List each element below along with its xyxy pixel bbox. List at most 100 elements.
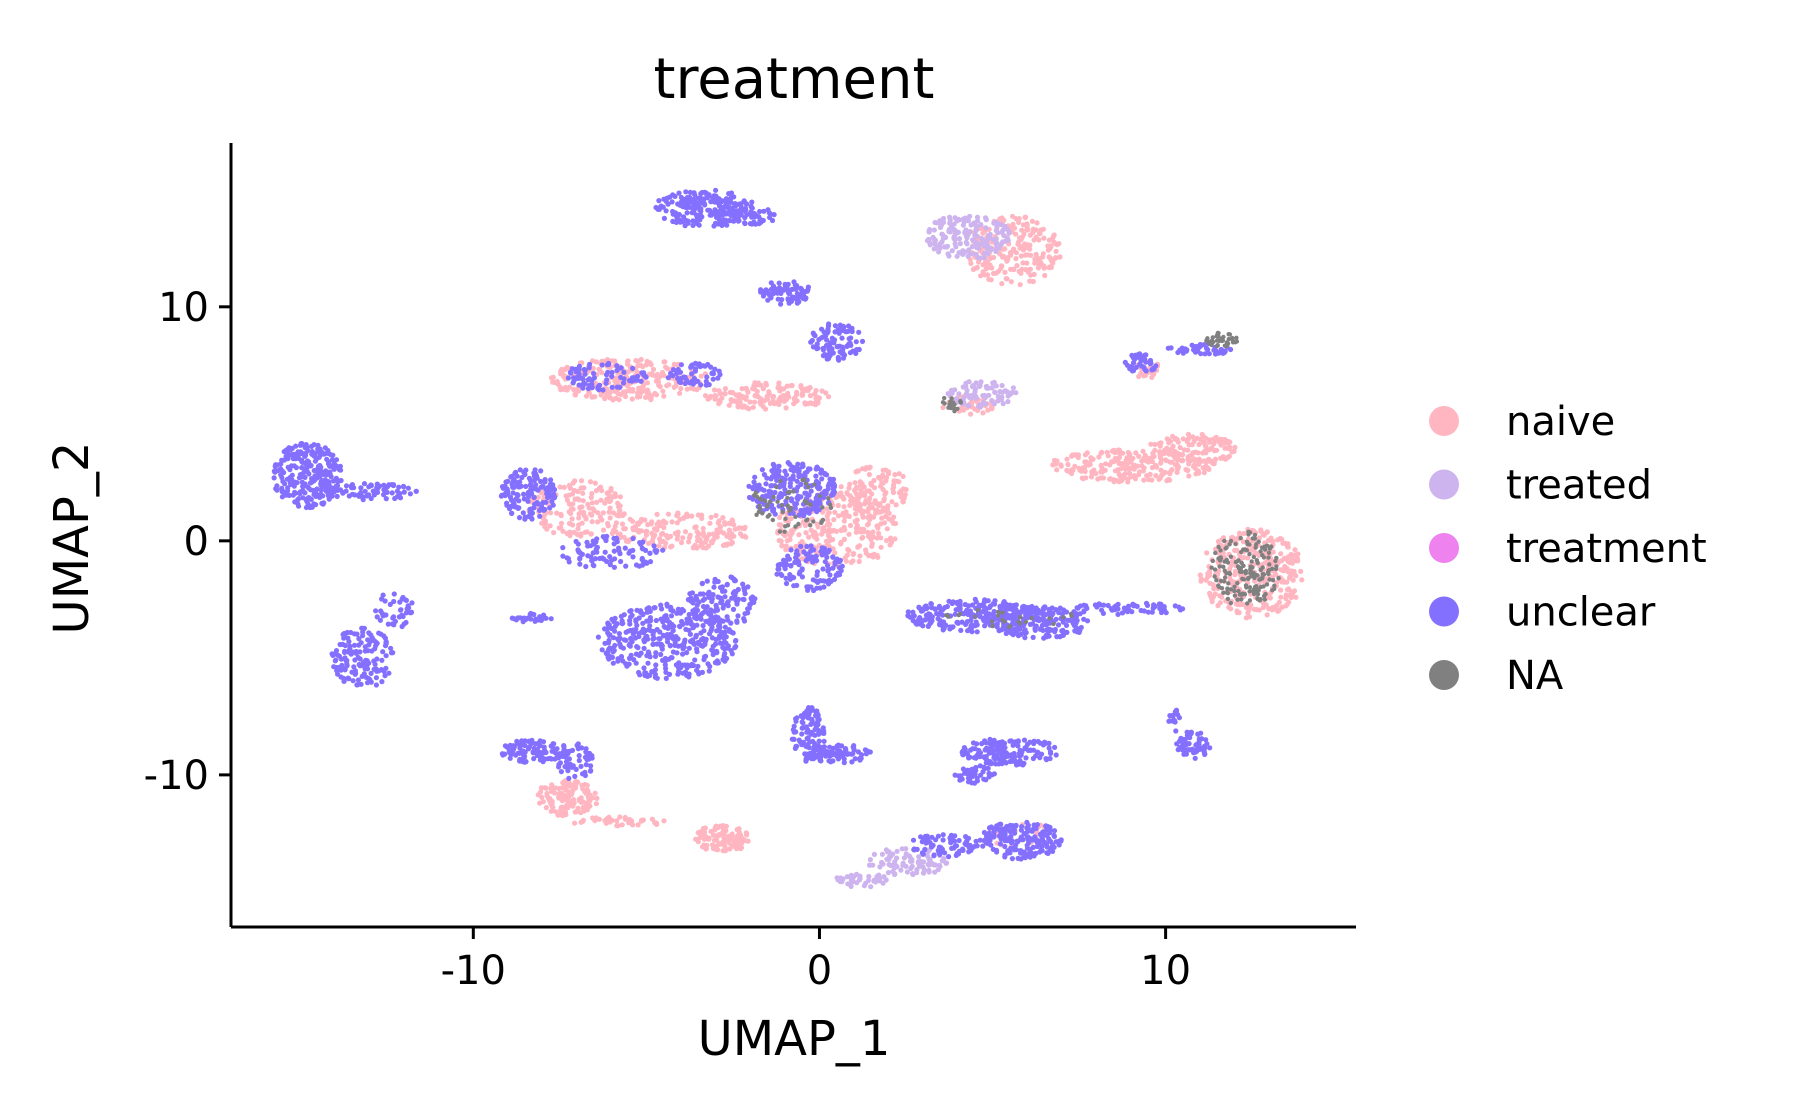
data-point [804,506,811,512]
data-point [583,563,589,570]
data-point [1175,455,1181,461]
data-point [407,610,413,616]
data-point [661,818,667,824]
data-point [1054,467,1060,473]
data-point [953,244,959,250]
data-point [999,389,1005,395]
data-point [940,404,946,411]
data-point [376,630,382,636]
data-point [700,825,707,832]
data-point [629,388,636,394]
data-point [1018,237,1024,243]
data-point [1116,447,1122,453]
data-point [1279,536,1285,543]
data-point [552,785,558,791]
data-point [702,843,709,849]
data-point [508,503,514,509]
data-point [340,490,346,496]
data-point [1025,242,1031,248]
data-point [943,860,949,866]
data-point [291,483,297,489]
data-point [729,398,735,404]
data-point [687,532,693,538]
data-point [1278,594,1284,600]
data-point [1078,468,1084,474]
data-point [1013,231,1019,237]
data-point [677,516,683,522]
data-point [735,838,741,845]
data-point [1227,577,1233,583]
data-point [299,457,305,464]
data-point [1159,472,1165,478]
data-point [925,853,931,860]
data-point [688,364,694,370]
data-point [673,634,679,640]
data-point [855,468,861,474]
data-point [818,335,825,341]
data-point [965,253,971,259]
data-point [729,521,735,527]
data-point [1202,443,1208,449]
data-point [742,524,748,530]
data-point [560,545,566,551]
chart-title: treatment [654,47,935,112]
data-point [706,589,712,595]
data-point [535,494,541,500]
data-point [688,663,694,669]
data-point [320,480,327,486]
data-point [879,851,886,857]
data-point [663,364,669,370]
data-point [1175,439,1181,445]
data-point [796,468,802,474]
data-point [644,380,651,386]
data-point [973,393,979,400]
data-point [634,390,641,396]
data-point [1216,568,1222,574]
data-point [1053,248,1059,254]
data-point [1158,457,1164,463]
data-point [869,543,875,549]
data-point [721,520,728,526]
data-point [853,496,859,502]
data-point [331,651,337,657]
data-point [769,468,775,474]
data-point [352,657,358,663]
data-point [572,496,578,502]
data-point [728,629,735,635]
data-point [702,363,708,369]
data-point [587,361,593,367]
data-point [652,526,658,532]
data-point [1190,434,1196,440]
data-point [577,561,583,567]
data-point [1151,453,1157,460]
data-point [577,505,583,511]
data-point [300,451,306,457]
data-point [1050,462,1056,468]
data-point [1136,453,1142,459]
data-point [650,632,656,638]
data-point [614,363,620,369]
data-point [748,204,754,210]
data-point [614,818,620,824]
data-point [716,518,722,524]
data-point [740,596,746,602]
data-point [1149,458,1155,465]
data-point [606,622,612,628]
data-point [893,502,899,508]
data-point [820,347,827,353]
data-point [600,510,606,516]
data-point [1009,213,1016,219]
data-point [845,881,851,887]
data-point [722,386,729,392]
data-point [999,394,1005,400]
data-point [1013,250,1020,256]
data-point [571,386,577,392]
data-point [993,245,1000,251]
data-point [589,381,595,387]
data-point [1153,473,1159,479]
data-point [841,536,848,543]
data-point [513,469,519,475]
data-point [728,648,734,654]
data-point [1189,342,1195,348]
data-point [776,280,782,286]
